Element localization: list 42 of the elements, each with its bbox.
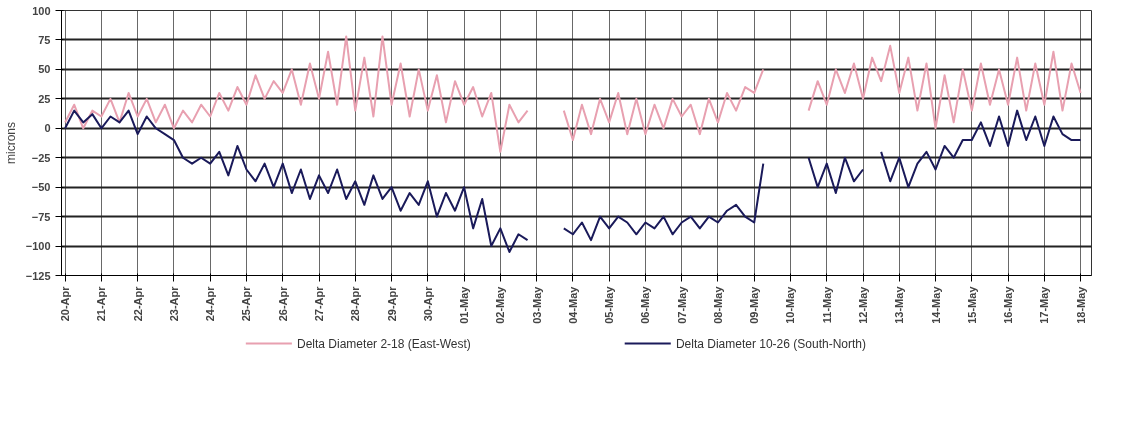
x-tick-label: 09-May bbox=[748, 285, 761, 324]
x-tick-label: 07-May bbox=[675, 285, 688, 324]
x-tick-label: 30-Apr bbox=[421, 285, 434, 322]
x-tick-label: 15-May bbox=[965, 285, 978, 324]
y-tick-label: 25 bbox=[38, 92, 51, 105]
x-tick-label: 14-May bbox=[929, 285, 942, 324]
x-tick-label: 16-May bbox=[1002, 285, 1015, 324]
x-tick-label: 03-May bbox=[530, 285, 543, 324]
x-tick-label: 27-Apr bbox=[313, 285, 325, 322]
x-tick-label: 10-May bbox=[784, 285, 797, 324]
y-tick-label: −125 bbox=[25, 269, 51, 282]
x-tick-label: 17-May bbox=[1038, 285, 1051, 324]
x-tick-label: 01-May bbox=[458, 285, 471, 324]
x-tick-label: 08-May bbox=[711, 285, 724, 324]
y-tick-label: −75 bbox=[31, 210, 51, 223]
x-tick-label: 02-May bbox=[494, 285, 507, 324]
x-tick-label: 18-May bbox=[1074, 285, 1087, 324]
x-tick-label: 29-Apr bbox=[385, 285, 398, 322]
y-tick-label: −100 bbox=[25, 240, 51, 253]
x-tick-label: 26-Apr bbox=[276, 285, 289, 322]
x-tick-label: 21-Apr bbox=[95, 285, 108, 322]
x-tick-label: 06-May bbox=[639, 285, 652, 324]
x-tick-label: 05-May bbox=[603, 285, 616, 324]
x-tick-label: 28-Apr bbox=[349, 285, 362, 322]
x-tick-label: 23-Apr bbox=[167, 285, 180, 322]
x-tick-label: 25-Apr bbox=[240, 285, 253, 322]
y-tick-label: 50 bbox=[38, 63, 51, 76]
y-tick-label: −50 bbox=[31, 181, 51, 194]
x-tick-label: 20-Apr bbox=[59, 285, 72, 322]
x-tick-label: 04-May bbox=[566, 285, 579, 324]
x-tick-label: 11-May bbox=[820, 285, 833, 324]
legend-label: Delta Diameter 10-26 (South-North) bbox=[675, 336, 866, 351]
x-tick-label: 22-Apr bbox=[131, 285, 144, 322]
x-tick-label: 12-May bbox=[857, 285, 870, 324]
y-tick-label: 75 bbox=[38, 33, 51, 46]
y-tick-label: 100 bbox=[32, 4, 51, 17]
x-tick-label: 13-May bbox=[893, 285, 906, 324]
y-tick-label: −25 bbox=[31, 151, 51, 164]
legend-label: Delta Diameter 2-18 (East-West) bbox=[297, 336, 471, 351]
y-tick-label: 0 bbox=[44, 122, 51, 135]
y-axis-title: microns bbox=[3, 121, 18, 164]
x-tick-label: 24-Apr bbox=[204, 285, 217, 322]
